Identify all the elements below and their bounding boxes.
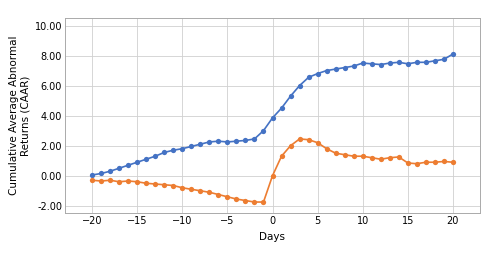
- LOW: [296, 84, 302, 87]
- High: [188, 188, 194, 191]
- High: [332, 152, 338, 155]
- LOW: [288, 95, 294, 98]
- LOW: [342, 66, 347, 69]
- High: [278, 155, 284, 158]
- LOW: [387, 61, 393, 65]
- High: [206, 191, 212, 194]
- LOW: [98, 172, 104, 175]
- High: [270, 174, 276, 177]
- LOW: [324, 69, 330, 72]
- LOW: [188, 145, 194, 148]
- LOW: [332, 68, 338, 71]
- High: [396, 155, 402, 159]
- High: [234, 197, 239, 200]
- LOW: [242, 139, 248, 142]
- LOW: [441, 58, 447, 61]
- High: [252, 200, 258, 204]
- High: [224, 195, 230, 198]
- High: [296, 137, 302, 141]
- LOW: [216, 140, 222, 143]
- LOW: [89, 173, 95, 177]
- High: [125, 179, 131, 182]
- LOW: [125, 164, 131, 167]
- LOW: [270, 116, 276, 120]
- LOW: [423, 61, 429, 64]
- LOW: [224, 140, 230, 143]
- High: [314, 141, 320, 144]
- LOW: [278, 107, 284, 110]
- High: [342, 153, 347, 156]
- LOW: [396, 61, 402, 64]
- LOW: [143, 158, 149, 161]
- Y-axis label: Cumulative Average Abnormal
Returns (CAAR): Cumulative Average Abnormal Returns (CAA…: [9, 36, 30, 195]
- High: [360, 155, 366, 158]
- High: [260, 200, 266, 204]
- LOW: [152, 155, 158, 158]
- LOW: [350, 65, 356, 68]
- High: [98, 179, 104, 182]
- LOW: [314, 72, 320, 75]
- LOW: [368, 62, 374, 65]
- High: [324, 147, 330, 150]
- LOW: [306, 76, 312, 79]
- LOW: [234, 140, 239, 143]
- High: [368, 156, 374, 159]
- LOW: [432, 59, 438, 62]
- LOW: [260, 129, 266, 132]
- LOW: [170, 149, 176, 152]
- High: [198, 189, 203, 192]
- High: [387, 156, 393, 159]
- High: [216, 193, 222, 196]
- LOW: [107, 170, 113, 173]
- High: [89, 179, 95, 182]
- High: [306, 138, 312, 141]
- LOW: [180, 147, 186, 150]
- Line: LOW: LOW: [90, 51, 456, 178]
- LOW: [252, 137, 258, 141]
- High: [152, 182, 158, 186]
- High: [161, 183, 167, 186]
- LOW: [378, 63, 384, 66]
- High: [107, 179, 113, 182]
- High: [116, 180, 122, 183]
- LOW: [405, 62, 411, 65]
- LOW: [414, 61, 420, 64]
- High: [378, 158, 384, 161]
- LOW: [360, 61, 366, 65]
- LOW: [116, 167, 122, 170]
- LOW: [206, 140, 212, 143]
- LOW: [450, 52, 456, 56]
- LOW: [134, 161, 140, 164]
- High: [242, 199, 248, 202]
- LOW: [198, 143, 203, 146]
- High: [134, 180, 140, 183]
- High: [423, 161, 429, 164]
- High: [180, 186, 186, 189]
- High: [441, 160, 447, 163]
- High: [414, 162, 420, 165]
- LOW: [161, 151, 167, 154]
- X-axis label: Days: Days: [260, 232, 285, 242]
- High: [450, 161, 456, 164]
- High: [288, 144, 294, 147]
- Line: High: High: [90, 136, 456, 205]
- High: [405, 161, 411, 164]
- High: [143, 182, 149, 185]
- High: [432, 161, 438, 164]
- High: [350, 155, 356, 158]
- High: [170, 184, 176, 187]
